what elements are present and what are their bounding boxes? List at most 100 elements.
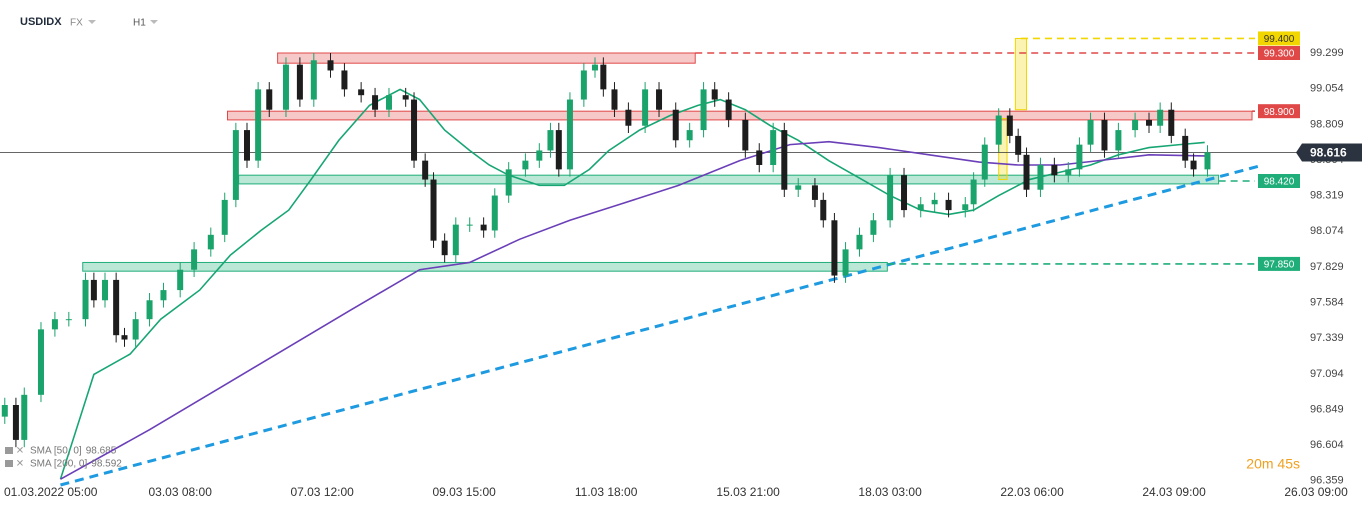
level-label-box [1258, 174, 1300, 188]
y-tick-label: 98.074 [1310, 225, 1344, 237]
level-label-box [1258, 46, 1300, 60]
candle-body [1037, 165, 1044, 190]
candle-body [842, 249, 849, 276]
candle-body [491, 195, 498, 231]
candle-body [1168, 109, 1175, 136]
x-tick-label: 15.03 21:00 [716, 485, 780, 499]
x-tick-label: 26.03 09:00 [1284, 485, 1348, 499]
candle-body [1157, 109, 1164, 126]
candle-body [1087, 119, 1094, 145]
candle-body [358, 89, 365, 96]
level-label-box [1258, 31, 1300, 46]
candle-body [430, 179, 437, 241]
legend-name: SMA [200, 0] [30, 459, 87, 470]
candle-body [191, 249, 198, 270]
level-label-box [1258, 256, 1300, 271]
symbol[interactable]: USDIDX [20, 16, 62, 28]
candle-body [931, 199, 938, 205]
x-tick-label: 01.03.2022 05:00 [4, 485, 98, 499]
candle-body [327, 60, 334, 71]
candle-body [756, 150, 763, 165]
candle-body [480, 224, 487, 231]
candle-body [547, 130, 554, 151]
y-tick-label: 96.849 [1310, 403, 1344, 415]
candle-body [65, 319, 72, 321]
x-tick-label: 03.03 08:00 [148, 485, 212, 499]
candle-body [917, 204, 924, 211]
candle-body [711, 89, 718, 100]
candle-body [1204, 152, 1211, 170]
candle-body [1076, 144, 1083, 170]
candle-body [970, 179, 977, 205]
zone [277, 52, 696, 64]
level-label: 99.300 [1264, 49, 1295, 60]
legend-value: 98.592 [91, 459, 122, 470]
candle-body [742, 119, 749, 151]
candle-body [686, 130, 693, 141]
candle-body [113, 279, 120, 336]
candle-body [1182, 135, 1189, 161]
candle-body [1051, 165, 1058, 176]
candle-body [177, 269, 184, 291]
candle-body [221, 199, 228, 235]
legend-x[interactable]: ✕ [16, 459, 24, 470]
plot-area: 99.29999.05498.80998.56498.31998.07497.8… [0, 31, 1362, 499]
zone [238, 174, 1220, 185]
y-tick-label: 99.054 [1310, 83, 1344, 95]
y-tick-label: 98.809 [1310, 118, 1344, 130]
candle-body [656, 89, 663, 110]
x-tick-label: 18.03 03:00 [858, 485, 922, 499]
candle-body [160, 290, 167, 301]
candle-body [781, 130, 788, 190]
candle-body [132, 319, 139, 340]
candle-body [1190, 160, 1197, 170]
y-tick-label: 97.584 [1310, 297, 1344, 309]
zone [227, 110, 1253, 121]
interval[interactable]: H1 [133, 18, 146, 29]
dropdown-caret[interactable] [150, 20, 158, 24]
candle-body [962, 204, 969, 211]
candle-body [232, 130, 239, 200]
y-tick-label: 96.359 [1310, 475, 1344, 487]
candle-body [102, 279, 109, 301]
candle-body [591, 64, 598, 71]
zone [1014, 37, 1028, 111]
trend-line [60, 163, 1264, 487]
y-tick-label: 96.604 [1310, 439, 1344, 451]
legend-x[interactable]: ✕ [16, 446, 24, 457]
candle-body [945, 199, 952, 211]
candle-body [1132, 119, 1139, 131]
candle-body [1023, 154, 1030, 190]
y-tick-label: 97.094 [1310, 368, 1344, 380]
candle-body [372, 95, 379, 110]
candle-body [700, 89, 707, 131]
level-label-box [1258, 104, 1300, 119]
x-tick-label: 22.03 06:00 [1000, 485, 1064, 499]
level-label: 99.400 [1264, 34, 1295, 45]
candle-body [146, 300, 153, 320]
candle-body [37, 329, 44, 395]
x-tick-label: 24.03 09:00 [1142, 485, 1206, 499]
candle-body [411, 99, 418, 161]
candle-body [580, 70, 587, 100]
legend-icon [5, 447, 13, 454]
candle-body [21, 394, 28, 440]
y-tick-label: 97.339 [1310, 332, 1344, 344]
candle-body [266, 89, 273, 110]
candle-body [1101, 119, 1108, 151]
candle-body [856, 234, 863, 250]
level-label: 98.420 [1264, 177, 1295, 188]
candle-body [255, 89, 262, 161]
candle-body [82, 279, 89, 320]
candle-body [90, 279, 97, 301]
dropdown-caret[interactable] [88, 20, 96, 24]
market: FX [70, 18, 83, 29]
y-tick-label: 99.299 [1310, 47, 1344, 59]
candle-body [1146, 119, 1153, 126]
candle-body [207, 234, 214, 250]
legend-value: 98.685 [86, 446, 117, 457]
countdown: 20m 45s [1246, 456, 1300, 472]
zone [82, 261, 888, 272]
